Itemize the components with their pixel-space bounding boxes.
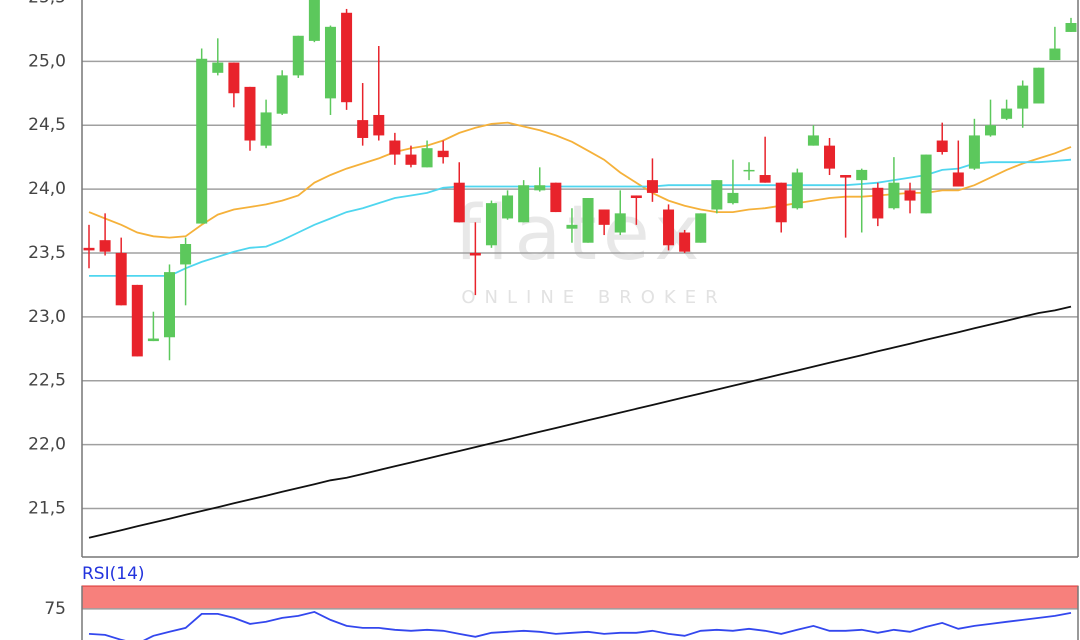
candle-body xyxy=(373,114,385,136)
candle-body xyxy=(534,185,546,191)
candle-body xyxy=(502,195,514,219)
y-tick-label: 22,0 xyxy=(28,435,66,455)
candle-body xyxy=(341,12,353,103)
watermark-subtitle: ONLINE BROKER xyxy=(461,287,726,308)
candle-body xyxy=(807,135,819,146)
y-tick-label: 24,5 xyxy=(28,115,66,135)
candle-body xyxy=(212,62,224,73)
candle-body xyxy=(276,75,288,114)
candle-body xyxy=(968,135,980,169)
candle-body xyxy=(952,172,964,187)
candle-body xyxy=(679,232,691,252)
candle-body xyxy=(196,58,208,224)
y-tick-label: 21,5 xyxy=(28,498,66,518)
candle-body xyxy=(872,187,884,219)
candle-body xyxy=(324,26,336,99)
candle-body xyxy=(888,182,900,209)
candle-body xyxy=(1065,22,1077,32)
candle-body xyxy=(566,224,578,229)
candle-body xyxy=(985,125,997,136)
candle-body xyxy=(292,35,304,76)
candle-body xyxy=(598,209,610,225)
plot-area xyxy=(83,0,1077,539)
candle-body xyxy=(824,145,836,169)
candle-body xyxy=(743,169,755,172)
candle-body xyxy=(147,338,159,342)
y-tick-label: 25,5 xyxy=(28,0,66,7)
candle-body xyxy=(180,244,192,265)
candle-body xyxy=(260,112,272,146)
candle-body xyxy=(614,213,626,233)
candle-body xyxy=(485,203,497,246)
candle-body xyxy=(83,247,95,251)
candle-body xyxy=(163,272,175,338)
candle-body xyxy=(1001,108,1013,119)
candle-body xyxy=(115,252,127,306)
rsi-plot-area xyxy=(88,610,1072,640)
candle-body xyxy=(775,182,787,223)
candle-body xyxy=(389,140,401,155)
candle-body xyxy=(695,213,707,243)
candle-body xyxy=(421,148,433,168)
candle-body xyxy=(228,62,240,94)
candle-body xyxy=(1017,85,1029,109)
candle-body xyxy=(99,240,111,252)
candle-body xyxy=(244,86,256,141)
candle-body xyxy=(904,190,916,201)
candle-body xyxy=(308,0,320,41)
candle-body xyxy=(131,284,143,357)
candle-body xyxy=(646,180,658,193)
candle-body xyxy=(1049,48,1061,61)
overbought-band xyxy=(81,585,1079,610)
candle-body xyxy=(840,175,852,178)
rsi-title: RSI(14) xyxy=(82,564,145,584)
candle-body xyxy=(920,154,932,214)
candle-body xyxy=(791,172,803,209)
y-tick-label: 22,5 xyxy=(28,371,66,391)
candle-body xyxy=(711,180,723,210)
y-tick-label: 24,0 xyxy=(28,179,66,199)
moving-average-line xyxy=(88,305,1072,539)
candle-body xyxy=(630,195,642,199)
y-tick-label: 23,5 xyxy=(28,243,66,263)
candle-body xyxy=(936,140,948,153)
candle-body xyxy=(759,175,771,183)
y-tick-label: 75 xyxy=(44,599,66,619)
candle-body xyxy=(727,192,739,204)
candle-body xyxy=(405,154,417,165)
rsi-line xyxy=(88,610,1072,640)
candle-body xyxy=(663,209,675,246)
candle-body xyxy=(437,150,449,158)
y-tick-label: 23,0 xyxy=(28,307,66,327)
candle-body xyxy=(550,182,562,213)
candle-body xyxy=(1033,67,1045,104)
candle-body xyxy=(856,169,868,181)
candle-body xyxy=(453,182,465,223)
candle-body xyxy=(582,198,594,243)
y-tick-label: 25,0 xyxy=(28,51,66,71)
moving-average-line xyxy=(89,158,1072,277)
candle-body xyxy=(518,185,530,223)
candle-body xyxy=(357,120,369,138)
candle-body xyxy=(469,252,481,256)
